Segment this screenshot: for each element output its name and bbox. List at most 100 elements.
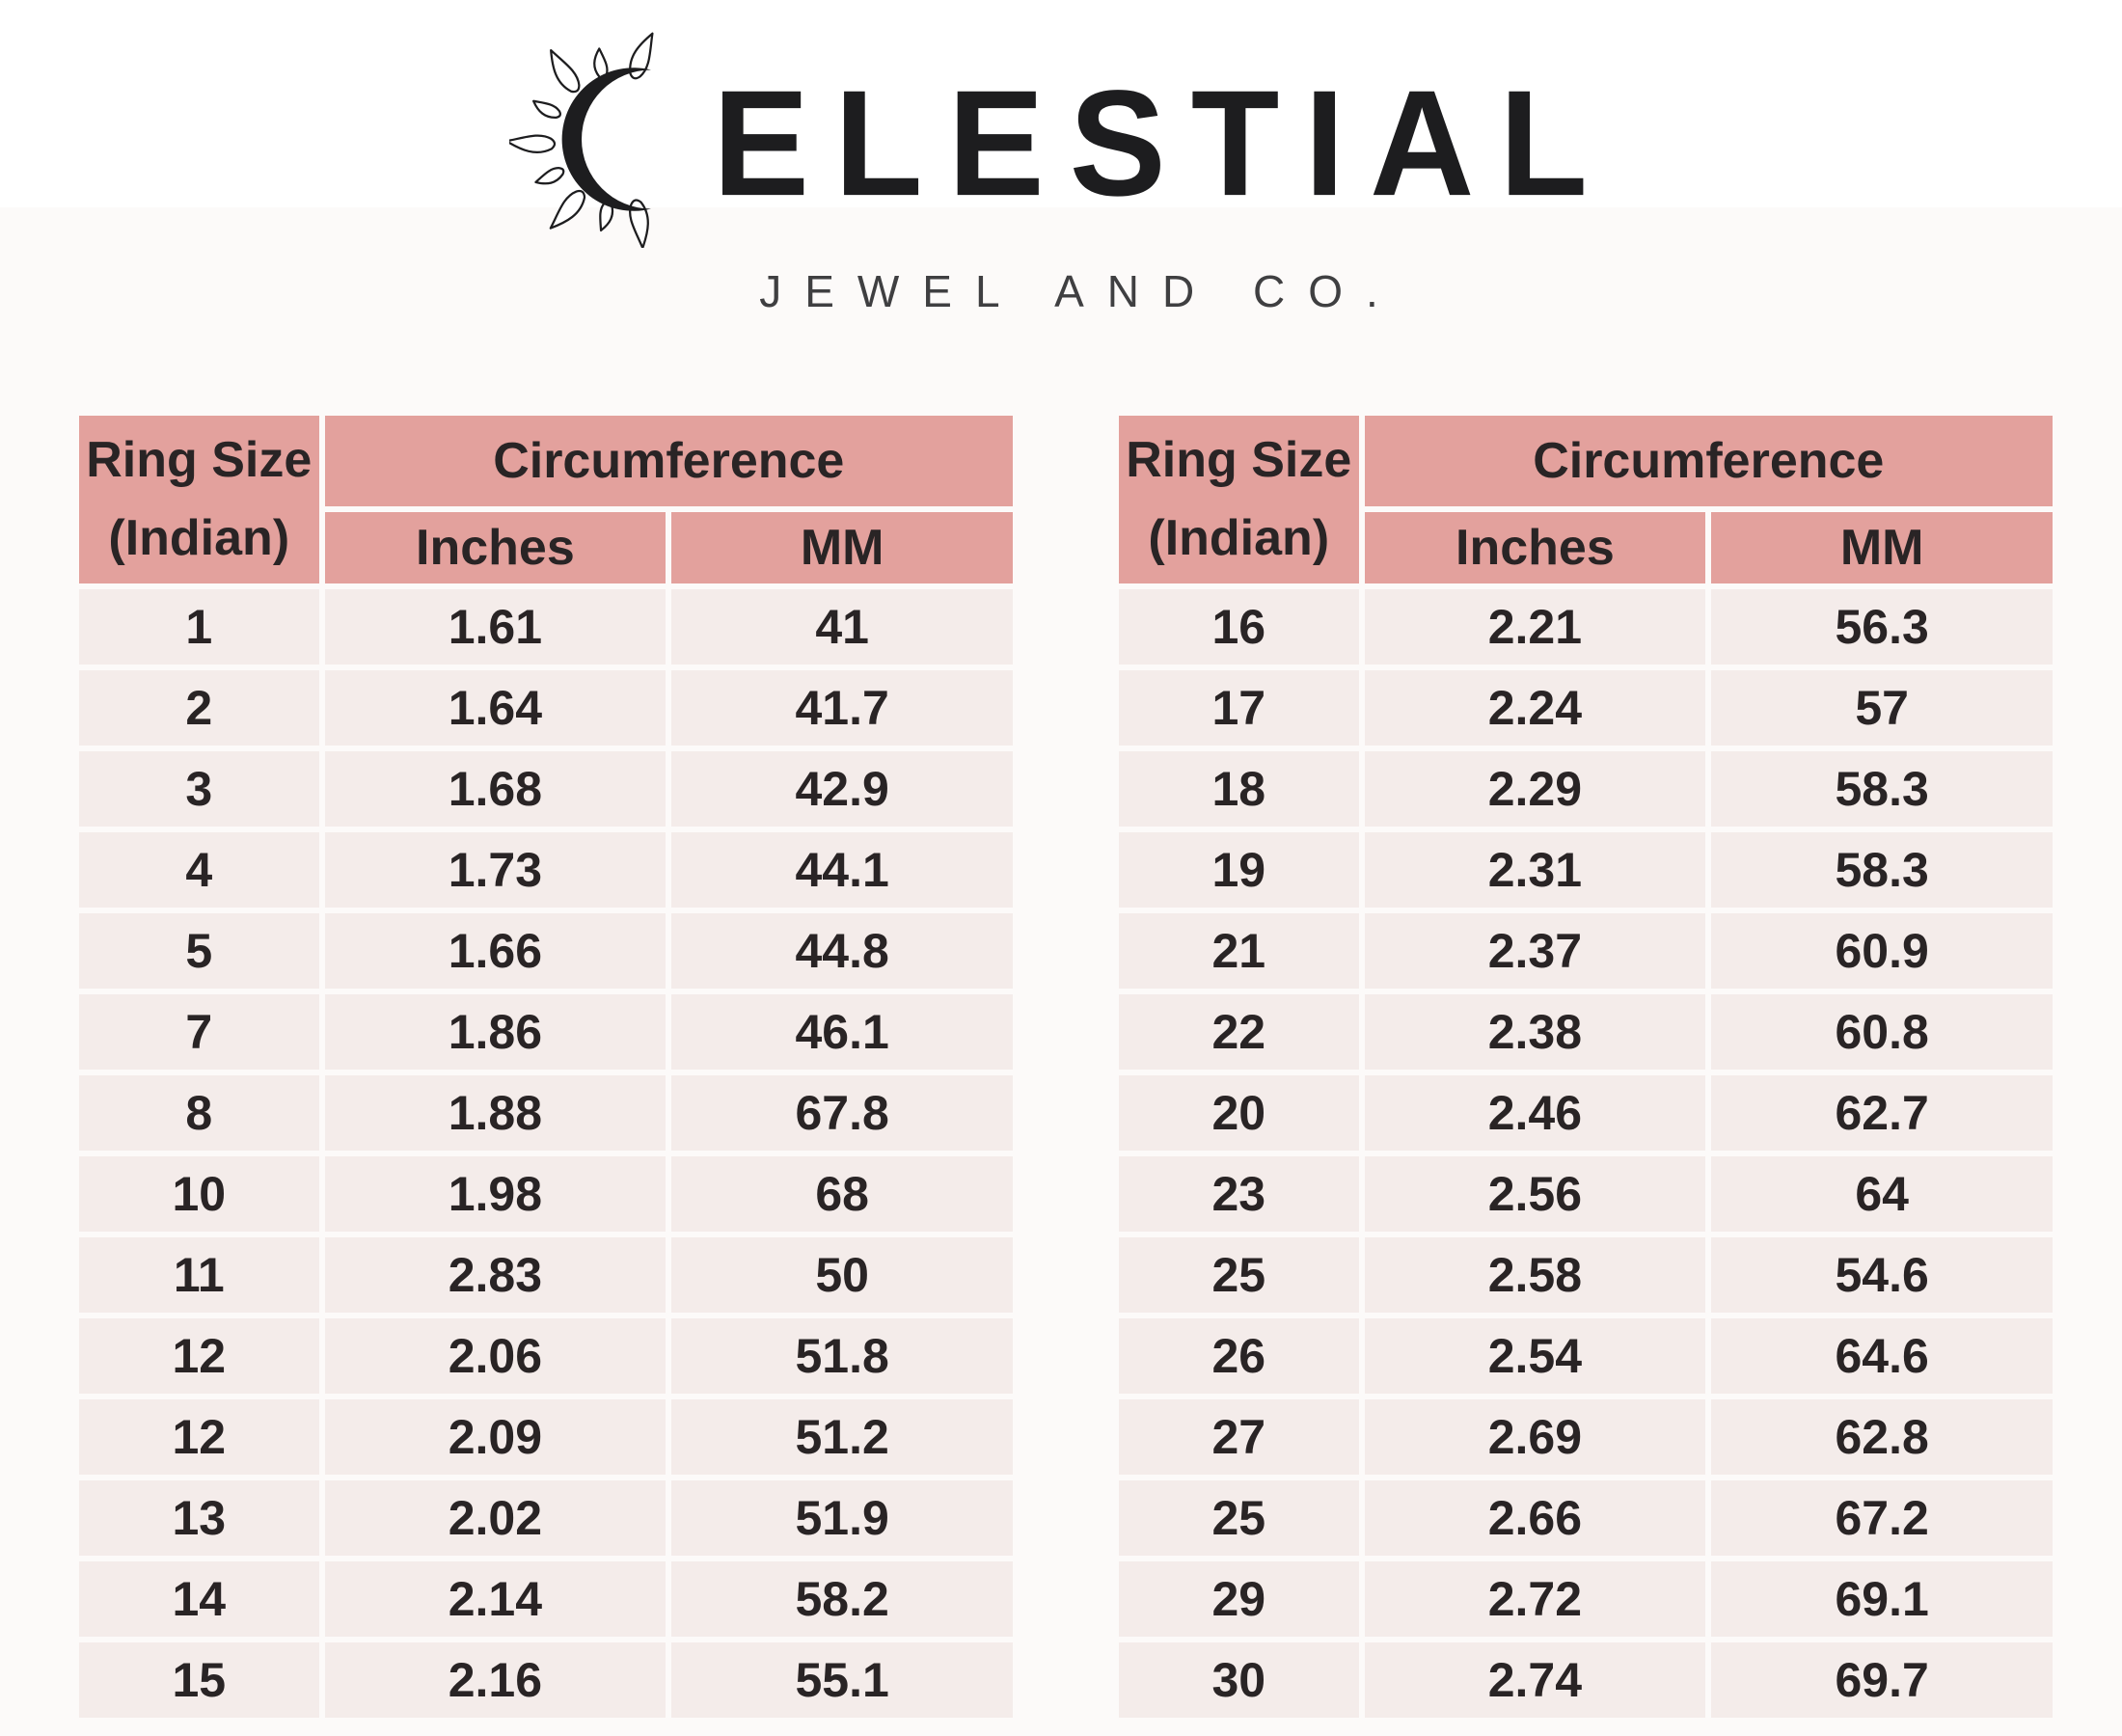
table-cell: 51.9 bbox=[671, 1480, 1013, 1556]
table-cell: 69.1 bbox=[1711, 1561, 2053, 1637]
table-cell: 25 bbox=[1119, 1237, 1359, 1313]
table-cell: 26 bbox=[1119, 1318, 1359, 1394]
table-row: 10 1.98 68 bbox=[79, 1156, 1013, 1232]
table-row: 2 1.64 41.7 bbox=[79, 670, 1013, 746]
table-cell: 62.8 bbox=[1711, 1399, 2053, 1475]
inches-header: Inches bbox=[324, 512, 667, 583]
table-cell: 56.3 bbox=[1711, 589, 2053, 665]
table-row: 26 2.54 64.6 bbox=[1119, 1318, 2053, 1394]
table-cell: 1.86 bbox=[324, 994, 667, 1070]
table-cell: 2.21 bbox=[1364, 589, 1706, 665]
table-cell: 58.2 bbox=[671, 1561, 1013, 1637]
table-cell: 64.6 bbox=[1711, 1318, 2053, 1394]
table-row: 17 2.24 57 bbox=[1119, 670, 2053, 746]
table-cell: 16 bbox=[1119, 589, 1359, 665]
table-cell: 7 bbox=[79, 994, 319, 1070]
table-row: 11 2.83 50 bbox=[79, 1237, 1013, 1313]
table-cell: 13 bbox=[79, 1480, 319, 1556]
table-row: 25 2.58 54.6 bbox=[1119, 1237, 2053, 1313]
table-cell: 19 bbox=[1119, 832, 1359, 908]
table-cell: 8 bbox=[79, 1075, 319, 1151]
ring-size-header-line2: (Indian) bbox=[108, 510, 290, 566]
table-row: 21 2.37 60.9 bbox=[1119, 913, 2053, 989]
table-cell: 69.7 bbox=[1711, 1642, 2053, 1718]
table-cell: 51.8 bbox=[671, 1318, 1013, 1394]
table-cell: 2.69 bbox=[1364, 1399, 1706, 1475]
table-cell: 2.83 bbox=[324, 1237, 667, 1313]
table-cell: 2.38 bbox=[1364, 994, 1706, 1070]
ring-size-header-line2: (Indian) bbox=[1148, 510, 1330, 566]
table-cell: 67.2 bbox=[1711, 1480, 2053, 1556]
table-cell: 21 bbox=[1119, 913, 1359, 989]
table-cell: 1.66 bbox=[324, 913, 667, 989]
ring-size-table-right: Ring Size (Indian) Circumference Inches … bbox=[1113, 410, 2058, 1723]
table-cell: 2 bbox=[79, 670, 319, 746]
table-cell: 2.56 bbox=[1364, 1156, 1706, 1232]
brand-name-row: ELESTIAL bbox=[508, 32, 1614, 248]
table-row: 12 2.09 51.2 bbox=[79, 1399, 1013, 1475]
table-cell: 64 bbox=[1711, 1156, 2053, 1232]
table-cell: 57 bbox=[1711, 670, 2053, 746]
table-cell: 2.74 bbox=[1364, 1642, 1706, 1718]
ring-size-header-line1: Ring Size bbox=[86, 432, 313, 489]
table-row: 4 1.73 44.1 bbox=[79, 832, 1013, 908]
table-cell: 23 bbox=[1119, 1156, 1359, 1232]
table-cell: 10 bbox=[79, 1156, 319, 1232]
table-cell: 58.3 bbox=[1711, 751, 2053, 827]
ring-size-header: Ring Size (Indian) bbox=[79, 416, 319, 583]
table-cell: 2.72 bbox=[1364, 1561, 1706, 1637]
table-row: 7 1.86 46.1 bbox=[79, 994, 1013, 1070]
table-row: 3 1.68 42.9 bbox=[79, 751, 1013, 827]
table-cell: 20 bbox=[1119, 1075, 1359, 1151]
table-cell: 2.06 bbox=[324, 1318, 667, 1394]
table-cell: 44.1 bbox=[671, 832, 1013, 908]
table-row: 13 2.02 51.9 bbox=[79, 1480, 1013, 1556]
table-row: 14 2.14 58.2 bbox=[79, 1561, 1013, 1637]
table-row: 22 2.38 60.8 bbox=[1119, 994, 2053, 1070]
table-cell: 54.6 bbox=[1711, 1237, 2053, 1313]
table-cell: 25 bbox=[1119, 1480, 1359, 1556]
table-cell: 1.73 bbox=[324, 832, 667, 908]
table-cell: 62.7 bbox=[1711, 1075, 2053, 1151]
table-row: 8 1.88 67.8 bbox=[79, 1075, 1013, 1151]
table-cell: 55.1 bbox=[671, 1642, 1013, 1718]
brand-name: ELESTIAL bbox=[712, 58, 1614, 227]
table-row: 30 2.74 69.7 bbox=[1119, 1642, 2053, 1718]
table-cell: 2.31 bbox=[1364, 832, 1706, 908]
table-cell: 1.61 bbox=[324, 589, 667, 665]
table-cell: 42.9 bbox=[671, 751, 1013, 827]
table-cell: 1.88 bbox=[324, 1075, 667, 1151]
table-row: 19 2.31 58.3 bbox=[1119, 832, 2053, 908]
table-cell: 2.24 bbox=[1364, 670, 1706, 746]
table-cell: 60.8 bbox=[1711, 994, 2053, 1070]
brand-logo: ELESTIAL JEWEL AND CO. bbox=[0, 0, 2122, 317]
brand-tagline: JEWEL AND CO. bbox=[759, 266, 1401, 316]
table-cell: 1.68 bbox=[324, 751, 667, 827]
table-row: 29 2.72 69.1 bbox=[1119, 1561, 2053, 1637]
table-cell: 2.14 bbox=[324, 1561, 667, 1637]
table-row: 5 1.66 44.8 bbox=[79, 913, 1013, 989]
table-cell: 1.64 bbox=[324, 670, 667, 746]
table-row: 15 2.16 55.1 bbox=[79, 1642, 1013, 1718]
circumference-header: Circumference bbox=[324, 416, 1013, 506]
table-cell: 12 bbox=[79, 1318, 319, 1394]
size-chart-section: Ring Size (Indian) Circumference Inches … bbox=[0, 410, 2122, 1723]
inches-header: Inches bbox=[1364, 512, 1706, 583]
table-cell: 2.29 bbox=[1364, 751, 1706, 827]
table-row: 25 2.66 67.2 bbox=[1119, 1480, 2053, 1556]
table-cell: 4 bbox=[79, 832, 319, 908]
table-cell: 12 bbox=[79, 1399, 319, 1475]
table-cell: 11 bbox=[79, 1237, 319, 1313]
ring-size-table-left: Ring Size (Indian) Circumference Inches … bbox=[73, 410, 1019, 1723]
table-cell: 2.09 bbox=[324, 1399, 667, 1475]
table-cell: 50 bbox=[671, 1237, 1013, 1313]
table-cell: 67.8 bbox=[671, 1075, 1013, 1151]
table-row: 12 2.06 51.8 bbox=[79, 1318, 1013, 1394]
table-cell: 27 bbox=[1119, 1399, 1359, 1475]
table-cell: 1 bbox=[79, 589, 319, 665]
table-cell: 2.37 bbox=[1364, 913, 1706, 989]
table-cell: 44.8 bbox=[671, 913, 1013, 989]
table-cell: 14 bbox=[79, 1561, 319, 1637]
table-row: 27 2.69 62.8 bbox=[1119, 1399, 2053, 1475]
